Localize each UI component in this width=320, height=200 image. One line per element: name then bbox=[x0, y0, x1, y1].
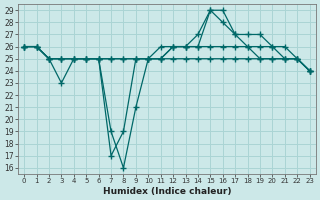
X-axis label: Humidex (Indice chaleur): Humidex (Indice chaleur) bbox=[103, 187, 231, 196]
